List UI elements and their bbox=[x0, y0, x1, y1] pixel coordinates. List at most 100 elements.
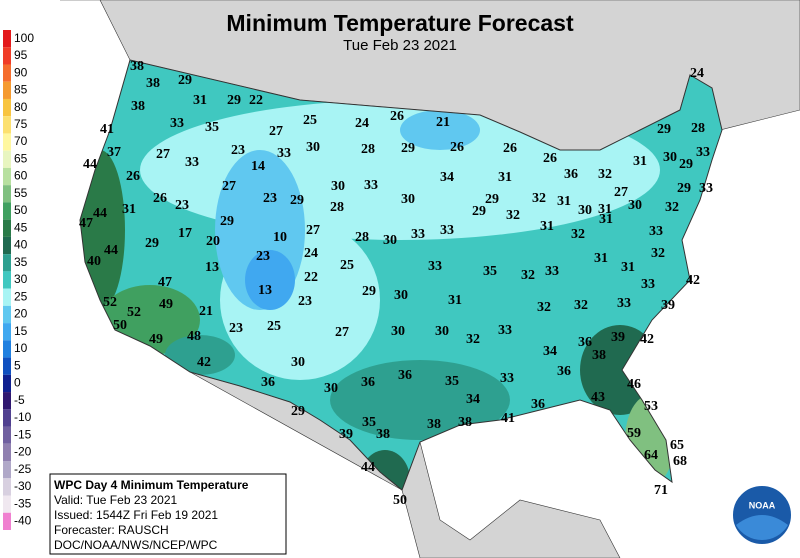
station-temp: 47 bbox=[158, 275, 172, 290]
station-temp: 30 bbox=[663, 150, 677, 165]
legend-swatch bbox=[3, 323, 11, 341]
station-temp: 27 bbox=[335, 325, 349, 340]
station-temp: 48 bbox=[187, 329, 201, 344]
station-temp: 31 bbox=[599, 212, 613, 227]
legend: 1009590858075706560555045403530252015105… bbox=[0, 28, 44, 532]
station-temp: 13 bbox=[258, 283, 272, 298]
station-temp: 46 bbox=[627, 377, 641, 392]
station-temp: 30 bbox=[391, 324, 405, 339]
legend-swatch bbox=[3, 495, 11, 513]
station-temp: 24 bbox=[355, 116, 369, 131]
legend-label: -35 bbox=[14, 496, 32, 510]
info-line: Issued: 1544Z Fri Feb 19 2021 bbox=[54, 508, 218, 522]
station-temp: 24 bbox=[690, 66, 704, 81]
station-temp: 30 bbox=[324, 381, 338, 396]
legend-label: 90 bbox=[14, 65, 28, 79]
logo-text: NOAA bbox=[749, 500, 776, 510]
station-temp: 17 bbox=[178, 226, 192, 241]
station-temp: 29 bbox=[291, 404, 305, 419]
station-temp: 31 bbox=[594, 251, 608, 266]
station-temp: 21 bbox=[436, 115, 450, 130]
station-temp: 53 bbox=[644, 399, 658, 414]
station-temp: 37 bbox=[107, 145, 121, 160]
station-temp: 44 bbox=[93, 206, 107, 221]
station-temp: 36 bbox=[261, 375, 275, 390]
legend-swatch bbox=[3, 150, 11, 168]
station-temp: 29 bbox=[485, 192, 499, 207]
station-temp: 26 bbox=[450, 140, 464, 155]
station-temp: 59 bbox=[627, 426, 641, 441]
station-temp: 26 bbox=[390, 109, 404, 124]
legend-label: 85 bbox=[14, 83, 28, 97]
station-temp: 33 bbox=[617, 296, 631, 311]
info-heading: WPC Day 4 Minimum Temperature bbox=[54, 478, 249, 492]
info-line: DOC/NOAA/NWS/NCEP/WPC bbox=[54, 538, 218, 552]
station-temp: 29 bbox=[227, 93, 241, 108]
station-temp: 38 bbox=[427, 417, 441, 432]
station-temp: 39 bbox=[661, 298, 675, 313]
legend-swatch bbox=[3, 392, 11, 410]
subtitle: Tue Feb 23 2021 bbox=[343, 37, 457, 54]
legend-swatch bbox=[3, 409, 11, 427]
legend-label: 75 bbox=[14, 117, 28, 131]
station-temp: 43 bbox=[591, 390, 605, 405]
title: Minimum Temperature Forecast bbox=[226, 10, 574, 36]
station-temp: 33 bbox=[277, 146, 291, 161]
legend-swatch bbox=[3, 133, 11, 151]
station-temp: 71 bbox=[654, 483, 668, 498]
station-temp: 52 bbox=[127, 305, 141, 320]
station-temp: 35 bbox=[205, 120, 219, 135]
station-temp: 29 bbox=[145, 236, 159, 251]
station-temp: 30 bbox=[435, 324, 449, 339]
legend-label: 25 bbox=[14, 289, 28, 303]
station-temp: 30 bbox=[331, 179, 345, 194]
station-temp: 27 bbox=[222, 179, 236, 194]
station-temp: 33 bbox=[641, 277, 655, 292]
legend-swatch bbox=[3, 512, 11, 530]
legend-swatch bbox=[3, 288, 11, 306]
info-line: Valid: Tue Feb 23 2021 bbox=[54, 493, 178, 507]
station-temp: 32 bbox=[521, 268, 535, 283]
legend-label: 80 bbox=[14, 100, 28, 114]
station-temp: 38 bbox=[376, 427, 390, 442]
legend-swatch bbox=[3, 443, 11, 462]
legend-label: 100 bbox=[14, 31, 34, 45]
station-temp: 32 bbox=[537, 300, 551, 315]
station-temp: 52 bbox=[103, 295, 117, 310]
station-temp: 29 bbox=[657, 122, 671, 137]
legend-label: 70 bbox=[14, 134, 28, 148]
legend-swatch bbox=[3, 478, 11, 496]
legend-swatch bbox=[3, 357, 11, 375]
station-temp: 23 bbox=[231, 143, 245, 158]
station-temp: 32 bbox=[466, 332, 480, 347]
station-temp: 31 bbox=[498, 170, 512, 185]
station-temp: 25 bbox=[340, 258, 354, 273]
station-temp: 29 bbox=[290, 193, 304, 208]
station-temp: 35 bbox=[483, 264, 497, 279]
station-temp: 33 bbox=[699, 181, 713, 196]
station-temp: 36 bbox=[398, 368, 412, 383]
station-temp: 32 bbox=[574, 298, 588, 313]
station-temp: 33 bbox=[500, 371, 514, 386]
station-temp: 29 bbox=[472, 204, 486, 219]
station-temp: 30 bbox=[291, 355, 305, 370]
station-temp: 23 bbox=[229, 321, 243, 336]
station-temp: 25 bbox=[303, 113, 317, 128]
station-temp: 33 bbox=[411, 227, 425, 242]
legend-label: 15 bbox=[14, 324, 28, 338]
station-temp: 13 bbox=[205, 260, 219, 275]
station-temp: 33 bbox=[428, 259, 442, 274]
station-temp: 32 bbox=[651, 246, 665, 261]
station-temp: 30 bbox=[306, 140, 320, 155]
station-temp: 50 bbox=[113, 318, 127, 333]
station-temp: 29 bbox=[178, 73, 192, 88]
station-temp: 23 bbox=[175, 198, 189, 213]
legend-swatch bbox=[3, 64, 11, 82]
station-temp: 33 bbox=[696, 145, 710, 160]
station-temp: 32 bbox=[571, 227, 585, 242]
station-temp: 41 bbox=[100, 122, 114, 137]
station-temp: 36 bbox=[557, 364, 571, 379]
legend-swatch bbox=[3, 167, 11, 186]
legend-swatch bbox=[3, 202, 11, 220]
